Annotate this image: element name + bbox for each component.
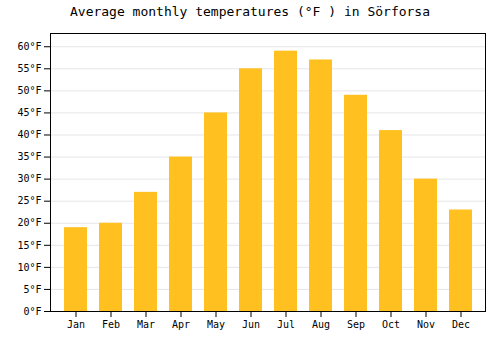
svg-text:55°F: 55°F [17, 63, 41, 74]
svg-text:Jun: Jun [242, 319, 260, 330]
svg-text:Jan: Jan [67, 319, 85, 330]
svg-text:50°F: 50°F [17, 85, 41, 96]
svg-text:45°F: 45°F [17, 107, 41, 118]
svg-text:May: May [207, 319, 225, 330]
svg-text:Dec: Dec [452, 319, 470, 330]
svg-text:Apr: Apr [172, 319, 190, 330]
svg-text:60°F: 60°F [17, 41, 41, 52]
svg-text:30°F: 30°F [17, 173, 41, 184]
svg-text:10°F: 10°F [17, 262, 41, 273]
svg-text:20°F: 20°F [17, 217, 41, 228]
svg-text:Aug: Aug [312, 319, 330, 330]
svg-text:Feb: Feb [102, 319, 120, 330]
svg-text:25°F: 25°F [17, 195, 41, 206]
svg-text:5°F: 5°F [23, 284, 41, 295]
svg-text:Jul: Jul [277, 319, 295, 330]
svg-text:40°F: 40°F [17, 129, 41, 140]
svg-text:Oct: Oct [382, 319, 400, 330]
svg-text:0°F: 0°F [23, 306, 41, 317]
svg-text:Mar: Mar [137, 319, 155, 330]
svg-text:Sep: Sep [347, 319, 365, 330]
svg-text:15°F: 15°F [17, 240, 41, 251]
svg-text:35°F: 35°F [17, 151, 41, 162]
svg-text:Nov: Nov [417, 319, 435, 330]
html-text:Average monthly temperatures (: Average monthly temperatures (°F ) in Sö… [70, 4, 430, 19]
